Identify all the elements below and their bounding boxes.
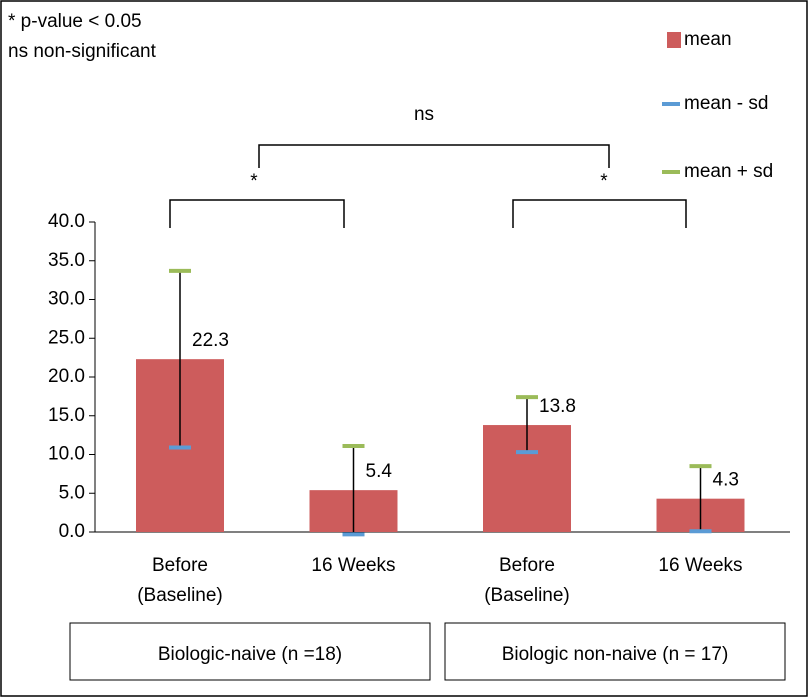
legend-label: mean bbox=[684, 29, 732, 50]
significance: * bbox=[250, 171, 258, 192]
y-tick-label: 30.0 bbox=[48, 289, 85, 310]
value-label: 5.4 bbox=[366, 461, 393, 482]
value-label: 13.8 bbox=[539, 396, 576, 417]
group-box bbox=[444, 622, 786, 681]
x-tick-label: Before bbox=[152, 555, 208, 576]
bracket bbox=[258, 144, 610, 168]
value-label: 4.3 bbox=[713, 470, 739, 491]
legend-label: mean + sd bbox=[684, 161, 773, 182]
significance: ns bbox=[414, 104, 434, 125]
y-tick-label: 0.0 bbox=[59, 521, 85, 542]
y-tick-label: 35.0 bbox=[48, 250, 85, 271]
bracket bbox=[512, 199, 687, 228]
x-tick-label: (Baseline) bbox=[137, 585, 223, 606]
y-tick-label: 40.0 bbox=[48, 211, 85, 232]
x-tick-label: (Baseline) bbox=[484, 585, 570, 606]
x-tick-label: 16 Weeks bbox=[311, 555, 395, 576]
y-tick-label: 10.0 bbox=[48, 444, 85, 465]
group-label: Biologic-naive (n =18) bbox=[158, 644, 342, 665]
x-tick-label: 16 Weeks bbox=[658, 555, 742, 576]
y-tick-label: 25.0 bbox=[48, 327, 85, 348]
y-tick-label: 15.0 bbox=[48, 405, 85, 426]
y-tick-label: 20.0 bbox=[48, 366, 85, 387]
legend-swatch bbox=[667, 32, 681, 48]
group-box bbox=[69, 622, 431, 681]
group-label: Biologic non-naive (n = 17) bbox=[502, 644, 729, 665]
significance: * bbox=[600, 171, 608, 192]
bracket bbox=[169, 199, 345, 228]
y-tick-label: 5.0 bbox=[59, 482, 85, 503]
annotation: * p-value < 0.05 bbox=[8, 11, 142, 32]
value-label: 22.3 bbox=[192, 330, 229, 351]
annotation: ns non-significant bbox=[8, 41, 157, 62]
x-tick-label: Before bbox=[499, 555, 555, 576]
legend-label: mean - sd bbox=[684, 93, 768, 114]
